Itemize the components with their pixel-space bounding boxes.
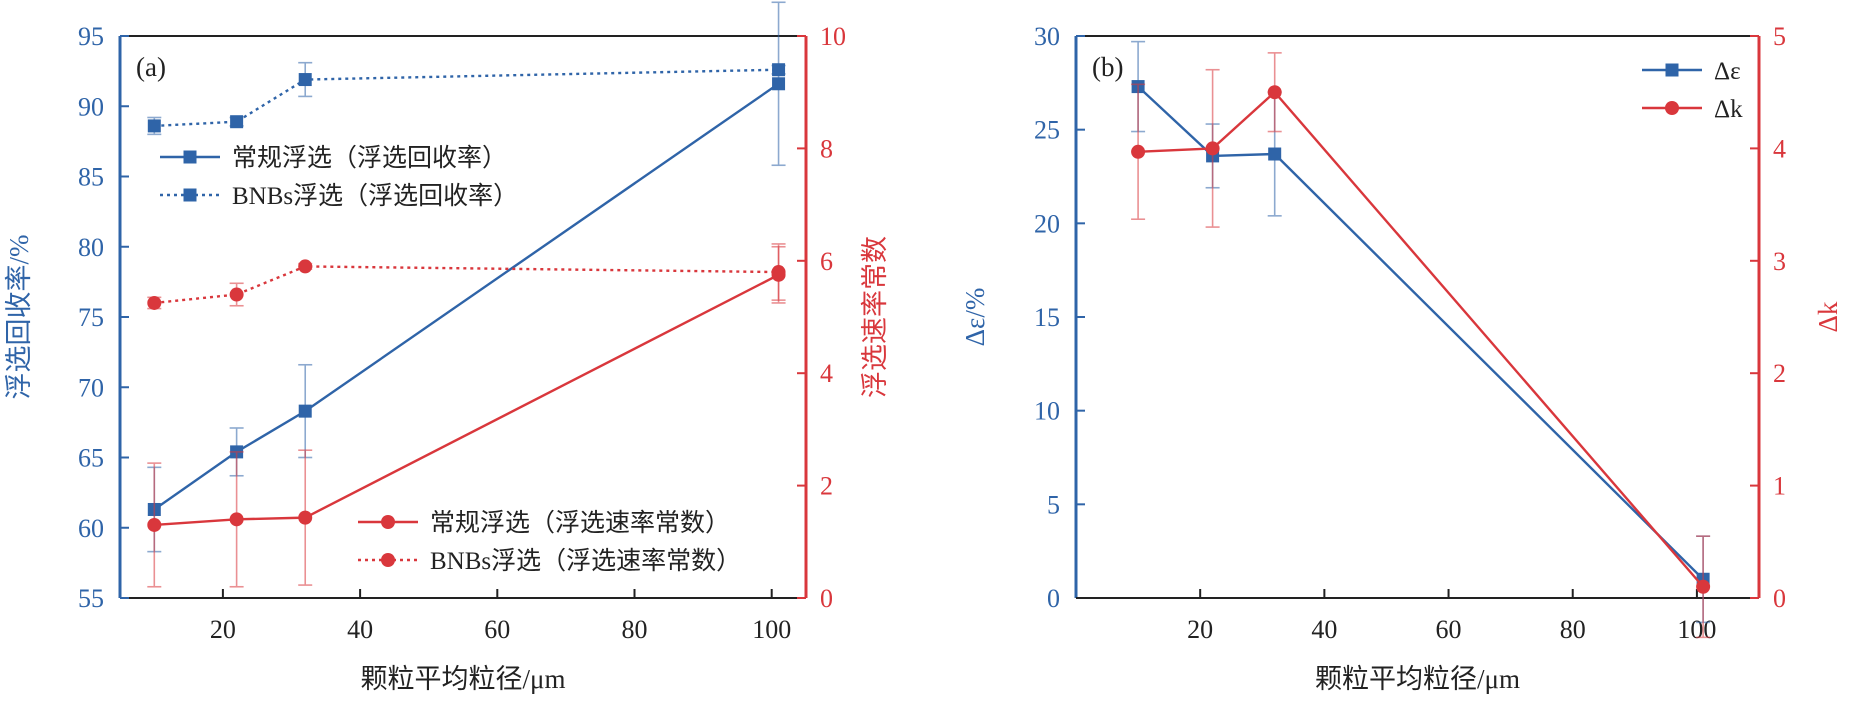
legend-marker	[381, 553, 395, 567]
right-tick-label: 10	[820, 22, 846, 51]
right-tick-label: 0	[1773, 584, 1786, 613]
right-tick-label: 1	[1773, 472, 1786, 501]
right-tick-label: 2	[820, 472, 833, 501]
legend-label: 常规浮选（浮选速率常数）	[430, 509, 730, 537]
panel-label: (a)	[136, 52, 166, 82]
data-point	[229, 512, 244, 527]
left-tick-label: 65	[78, 444, 104, 473]
x-axis-label: 颗粒平均粒径/μm	[361, 664, 566, 694]
legend-label: BNBs浮选（浮选回收率）	[232, 182, 518, 210]
left-tick-label: 95	[78, 22, 104, 51]
data-point	[298, 510, 313, 525]
x-tick-label: 40	[1311, 615, 1337, 644]
data-point	[147, 295, 162, 310]
data-point	[1131, 144, 1146, 159]
legend-label: Δε	[1714, 58, 1741, 85]
legend-label: Δk	[1714, 96, 1743, 123]
right-tick-label: 6	[820, 247, 833, 276]
data-point	[772, 77, 786, 91]
data-point	[230, 115, 244, 129]
x-tick-label: 100	[1677, 615, 1716, 644]
right-tick-label: 4	[820, 359, 833, 388]
left-tick-label: 25	[1034, 116, 1060, 145]
left-tick-label: 70	[78, 373, 104, 402]
data-point	[229, 287, 244, 302]
x-tick-label: 20	[210, 615, 236, 644]
series-line	[154, 68, 779, 128]
left-tick-label: 60	[78, 514, 104, 543]
x-axis-label: 颗粒平均粒径/μm	[1315, 664, 1520, 694]
panel-label: (b)	[1092, 52, 1123, 82]
data-point	[298, 404, 312, 418]
legend-marker	[1665, 101, 1679, 115]
right-tick-label: 5	[1773, 22, 1786, 51]
data-point	[298, 73, 312, 87]
left-tick-label: 15	[1034, 303, 1060, 332]
left-tick-label: 55	[78, 584, 104, 613]
right-tick-label: 2	[1773, 359, 1786, 388]
x-tick-label: 40	[347, 615, 373, 644]
data-point	[147, 119, 161, 133]
x-tick-label: 60	[484, 615, 510, 644]
data-point	[772, 63, 786, 77]
legend-marker	[183, 188, 197, 202]
left-tick-label: 10	[1034, 397, 1060, 426]
data-point	[1205, 141, 1220, 156]
series-line	[154, 273, 780, 527]
series-line	[154, 265, 779, 305]
x-tick-label: 80	[622, 615, 648, 644]
data-point	[147, 517, 162, 532]
right-tick-label: 0	[820, 584, 833, 613]
legend-marker	[1665, 63, 1679, 77]
right-axis-label: Δk	[1813, 301, 1843, 332]
left-axis-label: 浮选回收率/%	[4, 235, 34, 400]
legend-label: BNBs浮选（浮选速率常数）	[430, 547, 741, 575]
left-tick-label: 30	[1034, 22, 1060, 51]
left-tick-label: 20	[1034, 209, 1060, 238]
legend-marker	[381, 515, 395, 529]
data-point	[1267, 85, 1282, 100]
x-tick-label: 20	[1187, 615, 1213, 644]
series-line	[1138, 90, 1705, 588]
left-axis-label: Δε/%	[960, 288, 990, 347]
series-line	[1137, 85, 1704, 581]
legend-marker	[183, 150, 197, 164]
data-point	[1696, 579, 1711, 594]
left-tick-label: 5	[1047, 490, 1060, 519]
legend-label: 常规浮选（浮选回收率）	[232, 144, 507, 172]
data-point	[771, 265, 786, 280]
left-tick-label: 75	[78, 303, 104, 332]
left-tick-label: 85	[78, 163, 104, 192]
right-tick-label: 8	[820, 134, 833, 163]
right-tick-label: 4	[1773, 134, 1786, 163]
data-point	[298, 259, 313, 274]
left-tick-label: 90	[78, 92, 104, 121]
left-tick-label: 0	[1047, 584, 1060, 613]
series-line	[153, 82, 780, 511]
right-axis-label: 浮选速率常数	[860, 236, 890, 398]
data-point	[1268, 147, 1282, 161]
x-tick-label: 80	[1560, 615, 1586, 644]
x-tick-label: 60	[1436, 615, 1462, 644]
right-tick-label: 3	[1773, 247, 1786, 276]
x-tick-label: 100	[752, 615, 791, 644]
left-tick-label: 80	[78, 233, 104, 262]
